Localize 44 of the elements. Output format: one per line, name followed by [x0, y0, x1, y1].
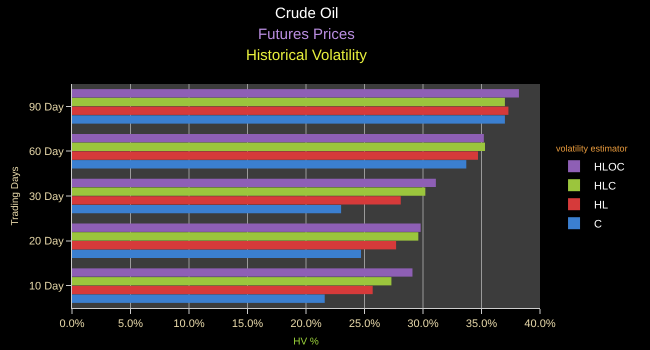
y-axis-title: Trading Days [10, 166, 21, 226]
legend-label: C [594, 218, 602, 230]
bar [72, 98, 505, 106]
chart-title: Crude Oil [275, 5, 338, 22]
bar [72, 106, 508, 115]
bar [72, 204, 342, 214]
x-axis-title: HV % [293, 336, 319, 348]
bar [72, 89, 519, 98]
bar [72, 277, 392, 286]
bar [72, 178, 436, 188]
x-tick-label: 5.0% [118, 318, 144, 330]
x-tick-label: 10.0% [173, 318, 205, 330]
legend-title: volatility estimator [556, 144, 628, 154]
y-tick-label: 60 Day [28, 146, 64, 158]
legend-label: HLOC [594, 161, 625, 174]
bar [72, 286, 373, 294]
bar [72, 232, 418, 241]
bar [72, 187, 426, 196]
y-tick-label: 30 Day [28, 190, 64, 203]
bar [72, 294, 325, 303]
y-tick-label: 10 Day [28, 280, 64, 292]
bar [72, 134, 484, 142]
x-tick-label: 20.0% [290, 318, 322, 330]
x-tick-label: 25.0% [348, 318, 380, 330]
y-tick-label: 20 Day [28, 236, 64, 248]
bar [72, 241, 396, 250]
bar [72, 115, 505, 124]
legend-label: HLC [594, 180, 616, 192]
legend-label: HL [594, 199, 608, 212]
x-tick-label: 40.0% [524, 318, 556, 330]
x-tick-label: 35.0% [466, 318, 498, 330]
bar [72, 224, 421, 232]
x-tick-label: 15.0% [232, 318, 264, 330]
chart-subtitle: Futures Prices [258, 26, 355, 43]
bar [72, 250, 361, 258]
bar [72, 151, 478, 160]
bar [72, 142, 486, 151]
bar [72, 268, 412, 277]
text: Historical Volatility [246, 47, 368, 64]
x-tick-label: 0.0% [59, 318, 85, 330]
bar [72, 196, 401, 205]
bar [72, 160, 466, 168]
y-tick-label: 90 Day [28, 101, 64, 114]
x-tick-label: 30.0% [407, 318, 439, 330]
